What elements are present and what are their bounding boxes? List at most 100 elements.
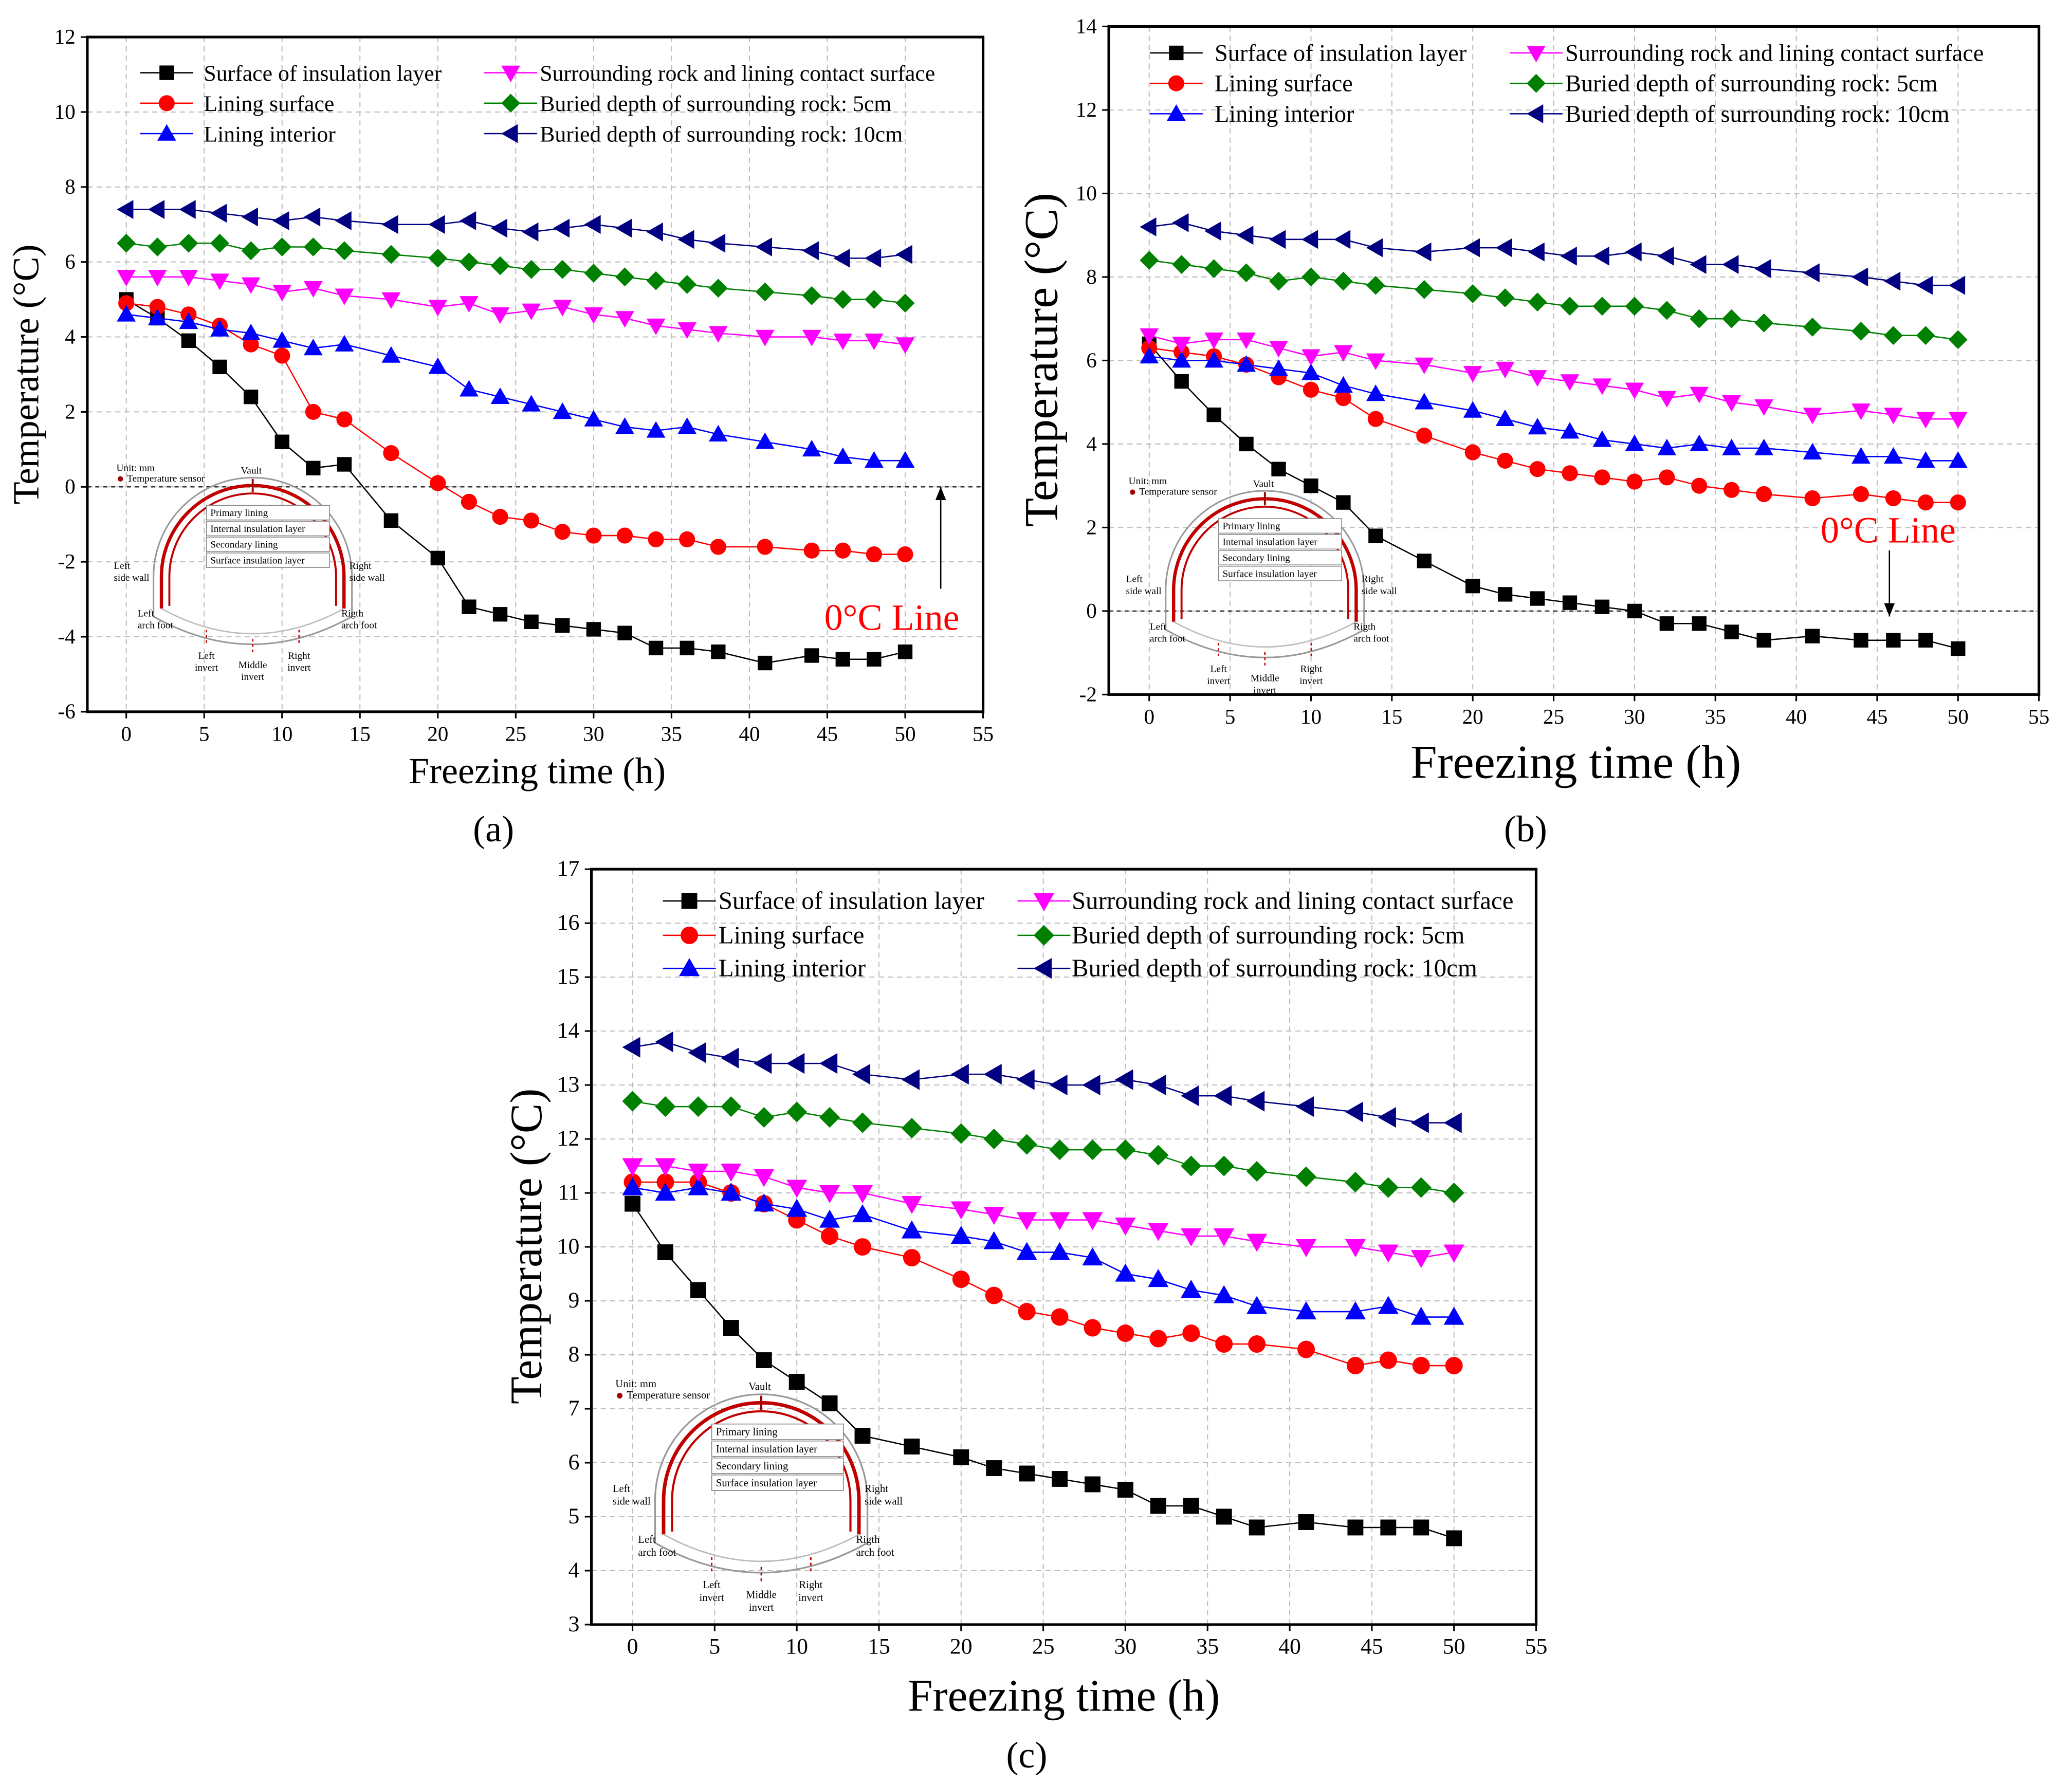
data-point: [1182, 1324, 1200, 1342]
data-point: [755, 432, 775, 449]
data-point: [1016, 1242, 1037, 1260]
legend-marker-triangle-left: [1527, 104, 1544, 123]
data-point: [1016, 1212, 1037, 1230]
data-point: [952, 1271, 970, 1288]
data-point: [1410, 1112, 1429, 1133]
data-point: [1723, 482, 1740, 498]
data-point: [950, 1201, 971, 1220]
y-tick-label: 8: [65, 175, 76, 198]
data-point: [1115, 1139, 1136, 1161]
middle-invert-label: invert: [749, 1602, 774, 1613]
invert-arc: [663, 1534, 859, 1562]
data-point: [646, 318, 666, 336]
data-point: [1082, 1247, 1103, 1266]
data-point: [210, 204, 227, 223]
middle-invert-label: Middle: [239, 660, 267, 671]
left-side-wall-label: Left: [1126, 574, 1143, 585]
data-point: [895, 293, 915, 313]
data-point: [616, 527, 633, 544]
legend-label: Buried depth of surrounding rock: 10cm: [1565, 101, 1950, 127]
data-point: [1214, 1085, 1232, 1107]
data-point: [1594, 599, 1610, 614]
right-side-wall-label: Right: [1362, 574, 1384, 585]
data-point: [1082, 1075, 1101, 1096]
data-point: [1690, 434, 1709, 451]
series-triangle-down: [622, 1158, 1464, 1268]
data-point: [950, 1225, 971, 1244]
data-point: [1295, 1096, 1314, 1117]
data-point: [1410, 1306, 1432, 1325]
y-tick-label: 6: [569, 1450, 580, 1475]
data-point: [1181, 1228, 1202, 1247]
data-point: [1237, 226, 1254, 245]
legend-label: Surface of insulation layer: [719, 886, 984, 914]
legend-label: Lining surface: [204, 91, 334, 116]
data-point: [1049, 1212, 1070, 1230]
data-point: [383, 445, 399, 462]
data-point: [1625, 242, 1642, 262]
data-point: [723, 1320, 739, 1336]
legend-marker-triangle-down: [1033, 893, 1055, 912]
data-point: [1249, 1519, 1265, 1536]
data-point: [1269, 341, 1288, 358]
right-arch-foot-label: arch foot: [341, 620, 377, 631]
data-point: [305, 403, 321, 420]
vault-label: Vault: [1253, 478, 1274, 489]
data-point: [243, 336, 259, 353]
data-point: [819, 1053, 838, 1074]
data-point: [1416, 428, 1433, 444]
data-point: [381, 215, 398, 234]
data-point: [1754, 313, 1774, 333]
data-point: [1592, 246, 1609, 266]
data-point: [1378, 1296, 1399, 1314]
data-point: [1528, 292, 1547, 312]
data-point: [1560, 374, 1580, 391]
data-point: [179, 270, 198, 287]
sensor-legend-label: Temperature sensor: [627, 1390, 710, 1401]
y-tick-label: 2: [1086, 515, 1097, 539]
data-point: [1951, 641, 1966, 656]
data-point: [117, 233, 136, 253]
data-point: [852, 1064, 871, 1085]
data-point: [802, 439, 821, 457]
data-point: [622, 1037, 640, 1058]
chart-panel-b: 0 5 10 15 20 25 30 35 40 45 50 55 -2 0 2 4 6 8 10 12 14 Freez…: [1015, 14, 2050, 788]
data-point: [895, 451, 915, 468]
data-point: [383, 513, 399, 528]
data-point: [648, 531, 664, 547]
data-point: [241, 277, 261, 294]
left-side-wall-label: side wall: [1126, 586, 1162, 597]
data-point: [553, 218, 570, 238]
data-point: [708, 279, 728, 298]
right-invert-label: invert: [798, 1592, 823, 1604]
data-point: [1443, 1306, 1464, 1325]
data-point: [1051, 1308, 1069, 1326]
data-point: [1380, 1519, 1397, 1536]
left-arch-foot-label: Left: [638, 1534, 656, 1545]
data-point: [1443, 1183, 1464, 1204]
data-point: [430, 550, 445, 565]
data-point: [1295, 1166, 1317, 1187]
annotation-arrow-head-icon: [1884, 603, 1895, 617]
data-point: [1216, 1508, 1232, 1525]
data-point: [1239, 436, 1254, 452]
data-point: [1724, 624, 1739, 639]
legend-marker-square: [681, 893, 698, 909]
right-arch-foot-label: Rigth: [856, 1534, 881, 1545]
data-point: [1528, 370, 1547, 387]
data-point: [1052, 1471, 1068, 1487]
legend-marker-circle: [158, 95, 175, 112]
layer-box: [1218, 550, 1342, 565]
data-point: [179, 233, 198, 253]
data-point: [1378, 1244, 1399, 1263]
data-point: [1917, 494, 1934, 511]
y-tick-label: -2: [1079, 682, 1097, 706]
data-point: [754, 1107, 775, 1128]
data-point: [755, 282, 775, 302]
data-point: [148, 237, 167, 256]
data-point: [1181, 1155, 1202, 1176]
data-point: [1019, 1465, 1035, 1482]
right-arch-foot-label: arch foot: [856, 1547, 894, 1558]
data-point: [1950, 494, 1966, 511]
data-point: [983, 1231, 1004, 1249]
